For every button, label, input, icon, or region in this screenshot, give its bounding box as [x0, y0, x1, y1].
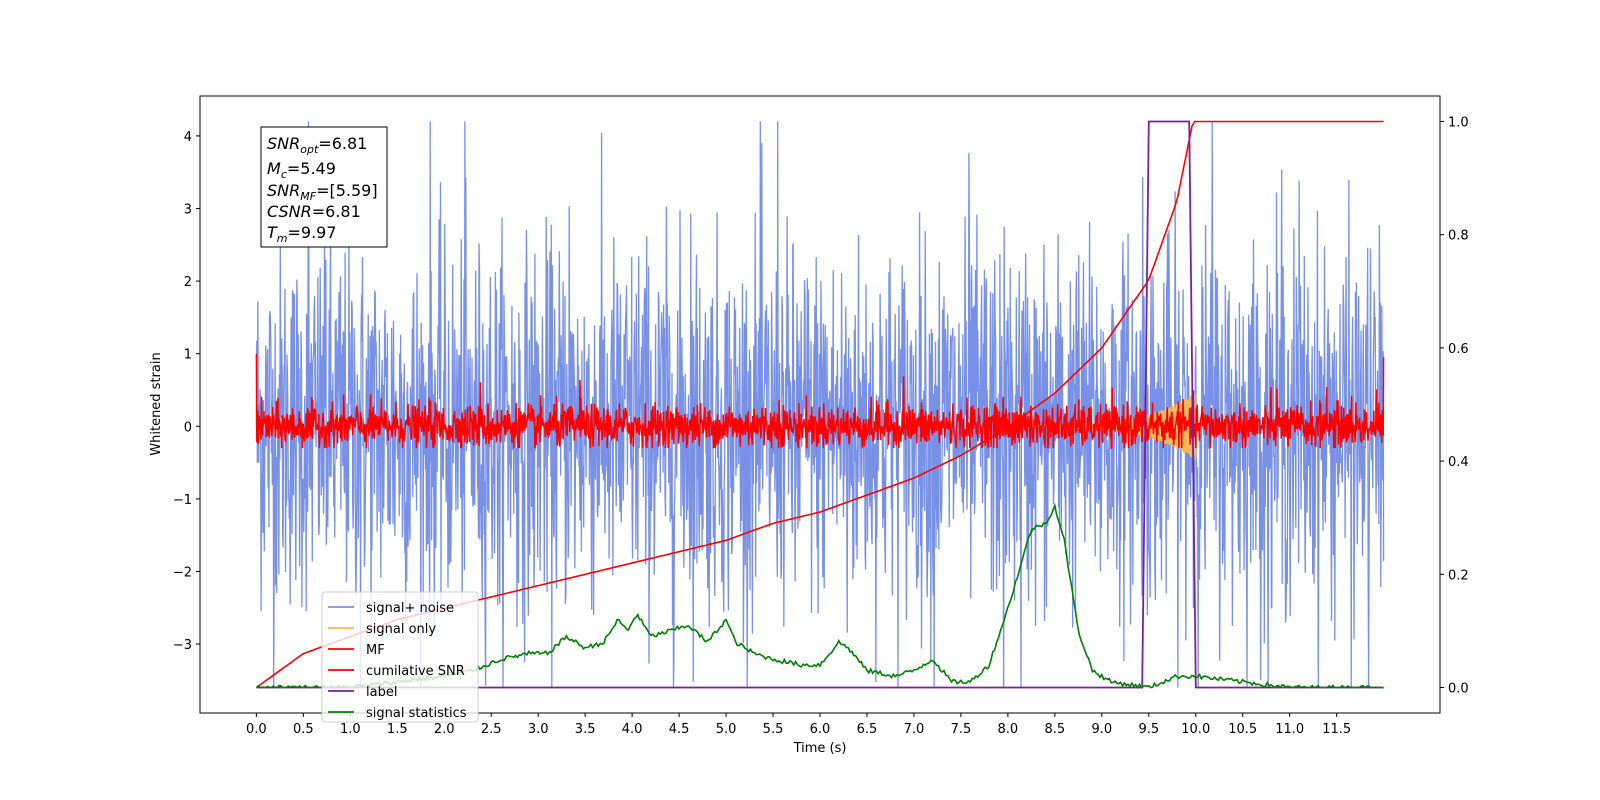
x-tick-label: 4.5: [669, 722, 690, 737]
x-tick-label: 7.0: [904, 722, 925, 737]
info-snr-opt: SNRopt=6.81: [267, 134, 367, 156]
legend: signal+ noise signal only MF cumilative SNR…: [321, 591, 479, 723]
y2-tick-label: 0.0: [1448, 682, 1469, 697]
legend-label: signal+ noise: [366, 601, 454, 616]
y-axis-right: 0.0 0.2 0.4 0.6 0.8 1.0: [1440, 115, 1469, 697]
y-tick-label: 3: [184, 203, 192, 218]
x-tick-label: 11.0: [1275, 722, 1304, 737]
legend-label: cumilative SNR: [366, 664, 465, 679]
y-tick-label: −3: [173, 638, 192, 653]
y2-tick-label: 1.0: [1448, 115, 1469, 130]
x-tick-label: 6.0: [810, 722, 831, 737]
x-tick-label: 5.5: [763, 722, 784, 737]
x-tick-label: 8.5: [1045, 722, 1066, 737]
y-axis-left: −3 −2 −1 0 1 2 3 4: [173, 130, 200, 653]
x-tick-label: 2.5: [481, 722, 502, 737]
legend-frame: [321, 591, 479, 723]
y2-tick-label: 0.6: [1448, 342, 1469, 357]
x-tick-label: 3.0: [528, 722, 549, 737]
info-mc: Mc=5.49: [267, 159, 336, 181]
info-csnr: CSNR=6.81: [267, 202, 361, 221]
legend-label: label: [366, 685, 397, 700]
info-box-frame: [260, 126, 388, 248]
x-tick-label: 4.0: [622, 722, 643, 737]
x-tick-label: 9.0: [1091, 722, 1112, 737]
x-tick-label: 1.0: [340, 722, 361, 737]
x-tick-label: 7.5: [951, 722, 972, 737]
x-tick-label: 8.0: [998, 722, 1019, 737]
x-axis: 0.0 0.5 1.0 1.5 2.0 2.5 3.0 3.5 4.0 4.5 5.0 5.5 6.0 6…: [246, 713, 1351, 737]
series-label: [256, 120, 1384, 689]
x-axis-label: Time (s): [793, 741, 847, 756]
y-tick-label: −2: [173, 565, 192, 580]
x-tick-label: 11.5: [1322, 722, 1351, 737]
x-tick-label: 5.0: [716, 722, 737, 737]
x-tick-label: 0.0: [246, 722, 267, 737]
legend-label: signal only: [366, 622, 436, 637]
x-tick-label: 2.0: [434, 722, 455, 737]
y-tick-label: 2: [184, 275, 192, 290]
info-snr-mf: SNRMF=[5.59]: [267, 181, 378, 203]
legend-label: signal statistics: [366, 706, 467, 721]
x-tick-label: 6.5: [857, 722, 878, 737]
y2-tick-label: 0.8: [1448, 229, 1469, 244]
y-axis-label: Whitened strain: [149, 352, 164, 455]
info-tm: Tm=9.97: [267, 223, 337, 245]
series-signal-noise: [255, 121, 1385, 688]
y-tick-label: 4: [184, 130, 192, 145]
legend-label: MF: [366, 643, 385, 658]
y-tick-label: −1: [173, 493, 192, 508]
y-tick-label: 1: [184, 348, 192, 363]
x-tick-label: 1.5: [387, 722, 408, 737]
y2-tick-label: 0.4: [1448, 455, 1469, 470]
y-tick-label: 0: [184, 420, 192, 435]
x-tick-label: 9.5: [1138, 722, 1159, 737]
x-tick-label: 10.0: [1181, 722, 1210, 737]
info-box: SNRopt=6.81 Mc=5.49 SNRMF=[5.59] CSNR=6.…: [260, 126, 388, 248]
x-tick-label: 10.5: [1228, 722, 1257, 737]
y2-tick-label: 0.2: [1448, 568, 1469, 583]
x-tick-label: 0.5: [293, 722, 314, 737]
series-mf: [255, 353, 1385, 450]
x-tick-label: 3.5: [575, 722, 596, 737]
